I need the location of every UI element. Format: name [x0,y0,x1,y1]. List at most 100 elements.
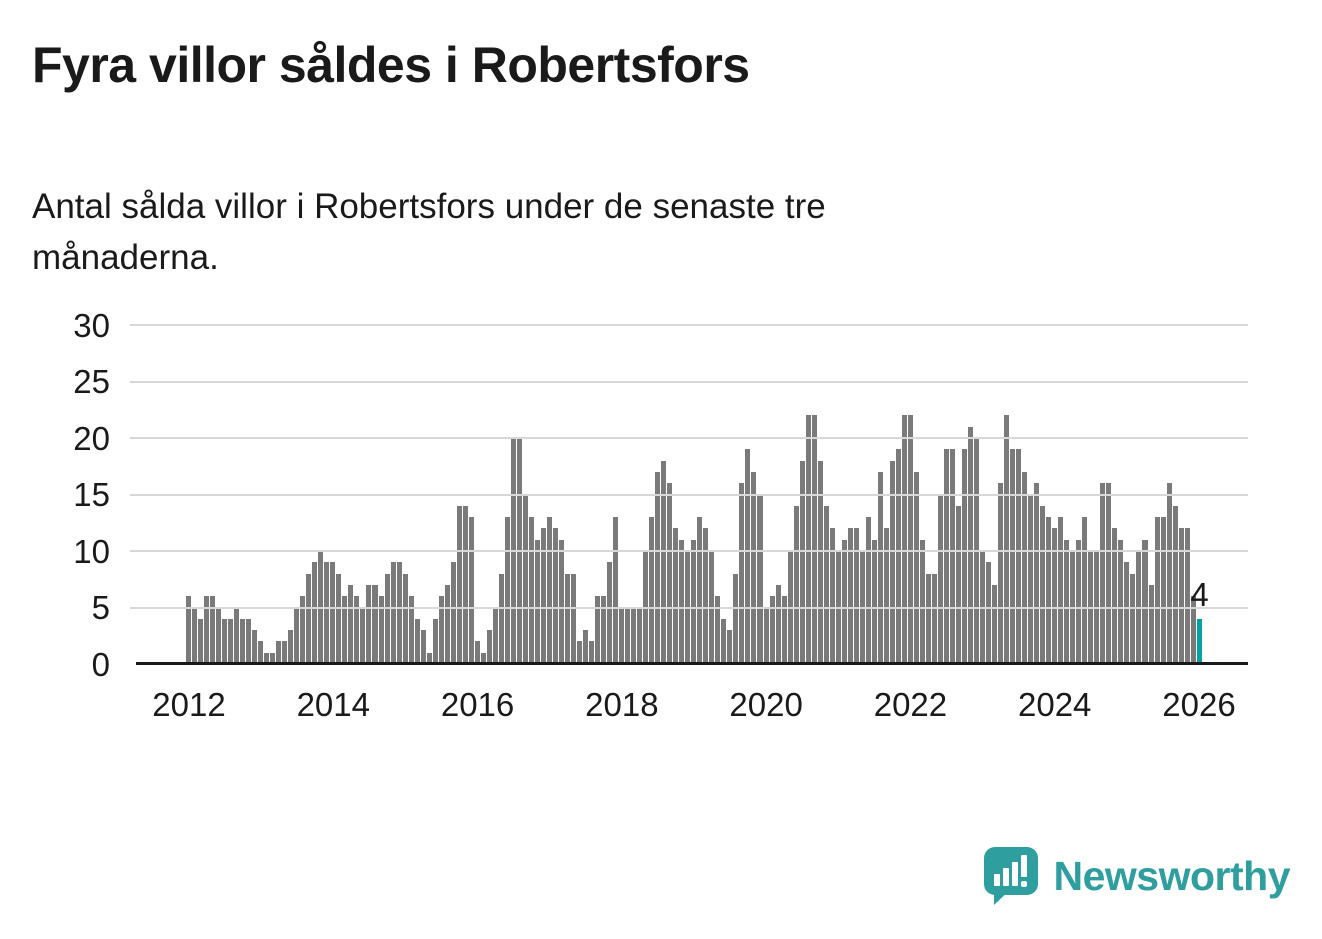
chart-subtitle: Antal sålda villor i Robertsfors under d… [32,182,826,284]
bar [1190,596,1196,664]
bar [384,573,390,664]
bar [577,641,583,664]
bar [444,584,450,664]
bar [192,607,198,664]
bar [438,596,444,664]
bar [613,517,619,664]
bar [552,528,558,664]
bar [793,505,799,664]
bar [745,449,751,664]
x-axis-line [136,662,1248,665]
bar [216,607,222,664]
bar [294,607,300,664]
y-axis-label: 15 [73,476,110,513]
bar [1124,562,1130,664]
bar [727,630,733,664]
bar [811,415,817,664]
bar [420,630,426,664]
bar [871,539,877,664]
x-axis-label: 2012 [152,686,226,723]
bar [468,517,474,664]
bar [210,596,216,664]
bar [829,528,835,664]
gridline [130,324,1248,326]
gridline [130,380,1248,383]
x-axis-label: 2016 [440,686,515,723]
bar [925,573,931,664]
bar [330,562,336,664]
bar [414,618,420,664]
bar [324,562,330,664]
bar [402,573,408,664]
bar [390,562,396,664]
bar [366,584,372,664]
bar [956,505,962,664]
x-axis-label: 2020 [729,686,803,723]
bar [847,528,853,664]
bar [841,539,847,664]
bar [901,415,907,664]
bar [426,652,432,664]
bar [733,573,739,664]
gridline [130,606,1248,609]
bar [408,596,414,664]
bar [637,607,643,664]
bar [968,426,974,664]
bar [775,584,781,664]
bar [558,539,564,664]
bar [1148,584,1154,664]
chart-subtitle-line-2: månaderna. [32,237,219,277]
bar [240,618,246,664]
bar [595,596,601,664]
bar [589,641,595,664]
bar [697,517,703,664]
bar [805,415,811,664]
bar [631,607,637,664]
bar [540,528,546,664]
bar [691,539,697,664]
y-axis-label: 30 [73,306,110,344]
bar [943,449,949,664]
bar [264,652,270,664]
newsworthy-logo-icon [983,847,1038,905]
bar [1118,539,1124,664]
y-axis-label: 10 [73,532,110,570]
y-axis-label: 5 [91,589,110,627]
bar [396,562,402,664]
bar [432,618,438,664]
bar [721,618,727,664]
bar [462,505,468,664]
bar [601,596,607,664]
bar [1166,483,1172,664]
chart-title: Fyra villor såldes i Robertsfors [32,37,750,93]
bar [354,596,360,664]
bar [1010,449,1016,664]
bar [1178,528,1184,664]
bar [937,494,943,664]
bar [270,652,276,664]
bar [703,528,709,664]
bar [198,618,204,664]
chart-plot: 0 5 10 15 20 25 30 2012 2014 2016 2018 2020 2022 2024… [73,309,1248,721]
chart-subtitle-line-1: Antal sålda villor i Robertsfors under d… [32,187,826,226]
bar [607,562,613,664]
bar [823,505,829,664]
bar [661,460,667,664]
bar [757,494,763,664]
gridline [130,437,1248,440]
bar [883,528,889,664]
x-axis-label: 2026 [1162,686,1236,723]
bar [312,562,318,664]
bar [962,449,968,664]
bar [1058,517,1064,664]
bar [715,596,721,664]
x-axis-label: 2018 [585,686,659,723]
bar [252,630,258,664]
bar [474,641,480,664]
bar [649,517,655,664]
bar [528,517,534,664]
bar [763,607,769,664]
bar [1004,415,1010,664]
bar [486,630,492,664]
